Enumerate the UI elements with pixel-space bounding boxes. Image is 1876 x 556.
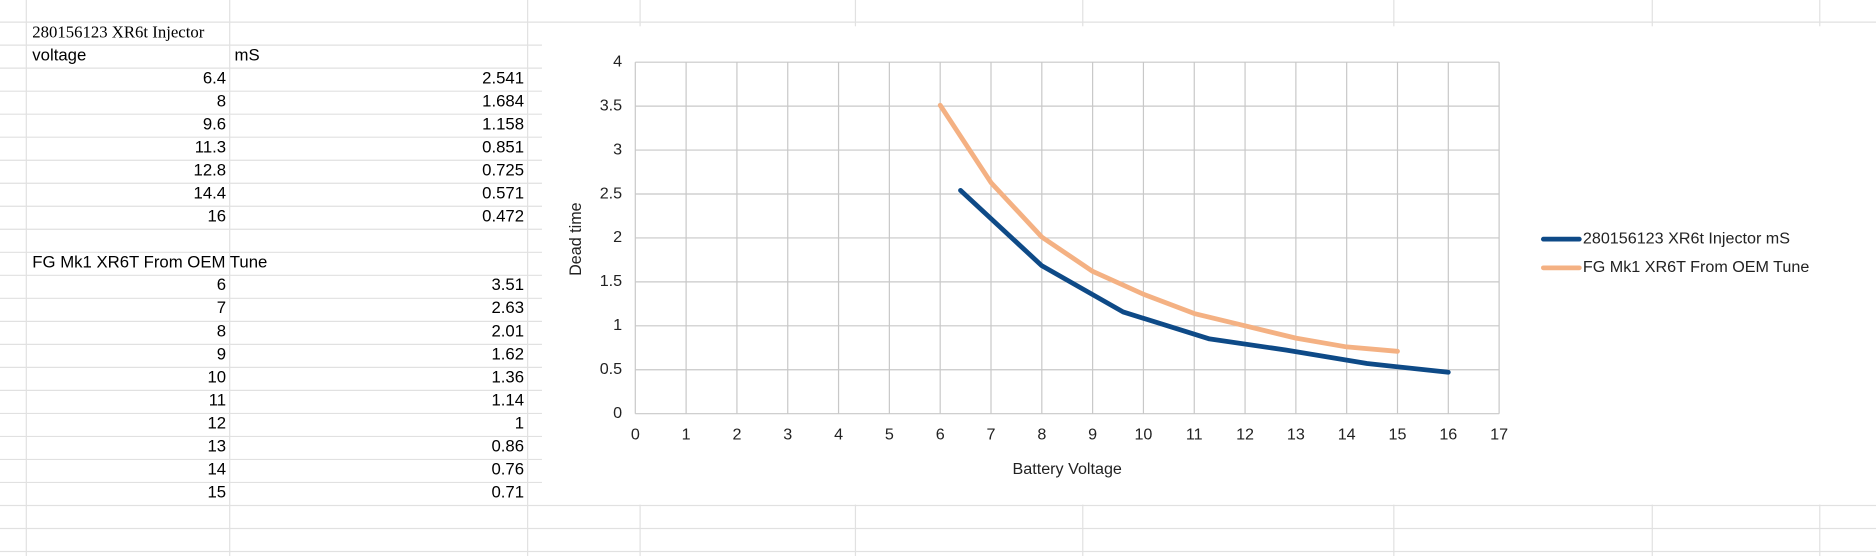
data-line	[937, 102, 1400, 354]
column-header: mS	[235, 46, 260, 65]
cell: 0.851	[482, 138, 524, 157]
cell: 0.571	[482, 184, 524, 203]
y-tick-label: 4	[613, 52, 622, 70]
cell: 6	[217, 275, 226, 294]
cell: 6.4	[203, 68, 226, 87]
x-tick-label: 0	[631, 426, 640, 444]
y-tick-label: 1.5	[600, 272, 622, 290]
x-tick-label: 5	[885, 426, 894, 444]
cell: 7	[217, 298, 226, 317]
x-axis-title: Battery Voltage	[1013, 460, 1122, 478]
y-tick-label: 2	[613, 228, 622, 246]
cell: 16	[207, 207, 226, 226]
cell: 2.541	[482, 68, 524, 87]
cell: 8	[217, 321, 226, 340]
y-tick-label: 3.5	[600, 96, 622, 114]
cell: 1	[515, 414, 524, 433]
cell: 14	[207, 460, 226, 479]
x-tick-label: 14	[1338, 426, 1356, 444]
cell: 9	[217, 344, 226, 363]
legend-label: FG Mk1 XR6T From OEM Tune	[1583, 258, 1809, 276]
cell: 0.472	[482, 207, 524, 226]
cell: 1.684	[482, 91, 524, 110]
x-tick-label: 11	[1186, 426, 1203, 444]
cell: 2.63	[491, 298, 524, 317]
data-line	[958, 188, 1451, 375]
x-tick-label: 8	[1037, 426, 1046, 444]
cell: 13	[207, 437, 226, 456]
x-tick-label: 13	[1287, 426, 1305, 444]
cell: 0.725	[482, 161, 524, 180]
cell: 15	[207, 483, 226, 502]
column-header: voltage	[32, 46, 86, 65]
x-tick-label: 4	[834, 426, 843, 444]
cell: 1.36	[491, 367, 524, 386]
cell: 1.158	[482, 114, 524, 133]
cell: 0.86	[491, 437, 524, 456]
y-tick-label: 0.5	[600, 360, 622, 378]
cell: 9.6	[203, 114, 226, 133]
cell: 12.8	[194, 161, 227, 180]
cell: 14.4	[194, 184, 227, 203]
x-tick-label: 7	[987, 426, 996, 444]
cell: 12	[207, 414, 226, 433]
x-tick-label: 12	[1236, 426, 1254, 444]
cell: 11.3	[195, 138, 226, 157]
y-tick-label: 3	[613, 140, 622, 158]
cell: 3.51	[491, 275, 524, 294]
x-tick-label: 1	[682, 426, 691, 444]
legend-label: 280156123 XR6t Injector mS	[1583, 229, 1790, 247]
cell: 2.01	[491, 321, 524, 340]
cell: 0.71	[491, 483, 524, 502]
cell: 11	[209, 390, 226, 409]
y-axis-title: Dead time	[567, 202, 585, 276]
x-tick-label: 2	[732, 426, 741, 444]
cell: 0.76	[491, 460, 524, 479]
x-tick-label: 3	[783, 426, 792, 444]
x-tick-label: 17	[1490, 426, 1508, 444]
cell: 8	[217, 91, 226, 110]
cell: 1.14	[491, 390, 524, 409]
cell: 10	[207, 367, 226, 386]
table-title: 280156123 XR6t Injector	[32, 22, 204, 41]
x-tick-label: 9	[1088, 426, 1097, 444]
y-tick-label: 0	[613, 404, 622, 422]
x-tick-label: 16	[1439, 426, 1457, 444]
cell: 1.62	[491, 344, 524, 363]
x-tick-label: 15	[1389, 426, 1407, 444]
y-tick-label: 1	[613, 316, 622, 334]
y-tick-label: 2.5	[600, 184, 622, 202]
table-title: FG Mk1 XR6T From OEM Tune	[32, 252, 267, 271]
x-tick-label: 6	[936, 426, 945, 444]
x-tick-label: 10	[1134, 426, 1152, 444]
